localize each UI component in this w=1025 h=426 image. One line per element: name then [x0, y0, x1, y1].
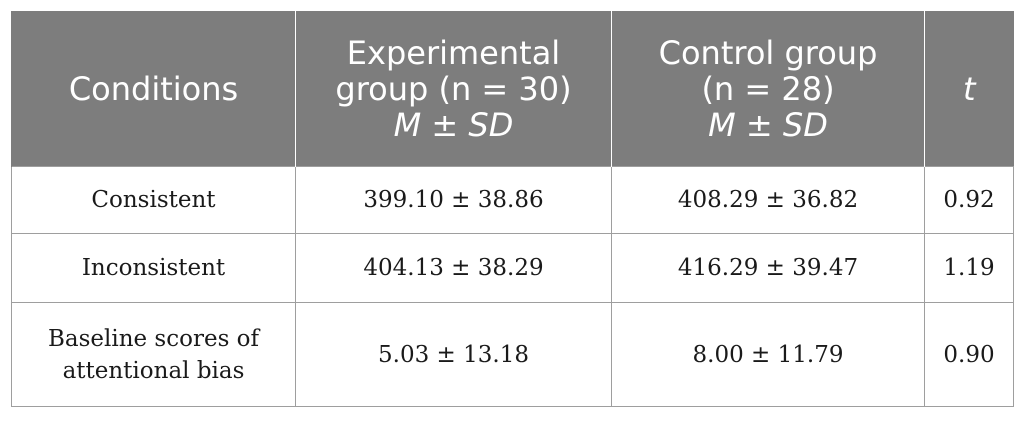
- header-control-line1: Control group: [658, 33, 878, 72]
- header-experimental-line2: group (n = 30): [335, 69, 572, 108]
- table-header: Conditions Experimental group (n = 30) M…: [11, 11, 1014, 167]
- cell-t: 0.92: [924, 166, 1014, 234]
- cell-experimental: 404.13 ± 38.29: [295, 233, 612, 303]
- results-table-container: Conditions Experimental group (n = 30) M…: [11, 11, 1014, 407]
- table-body: Consistent 399.10 ± 38.86 408.29 ± 36.82…: [11, 166, 1014, 407]
- cell-experimental: 399.10 ± 38.86: [295, 166, 612, 234]
- cell-control: 408.29 ± 36.82: [611, 166, 925, 234]
- cell-condition-line1: Baseline scores of: [47, 325, 260, 352]
- cell-condition: Baseline scores of attentional bias: [11, 302, 296, 407]
- header-control-line2: (n = 28): [701, 69, 835, 108]
- header-conditions: Conditions: [11, 11, 296, 167]
- results-table: Conditions Experimental group (n = 30) M…: [11, 11, 1014, 407]
- cell-control: 8.00 ± 11.79: [611, 302, 925, 407]
- cell-condition-line2: attentional bias: [62, 357, 245, 384]
- table-row: Inconsistent 404.13 ± 38.29 416.29 ± 39.…: [11, 233, 1014, 303]
- header-control-stat: M ± SD: [708, 105, 828, 144]
- header-t-statistic: t: [924, 11, 1014, 167]
- header-control-group: Control group (n = 28) M ± SD: [611, 11, 925, 167]
- cell-t: 1.19: [924, 233, 1014, 303]
- header-row: Conditions Experimental group (n = 30) M…: [11, 11, 1014, 167]
- header-t-label: t: [962, 69, 976, 108]
- header-experimental-group: Experimental group (n = 30) M ± SD: [295, 11, 612, 167]
- table-row: Consistent 399.10 ± 38.86 408.29 ± 36.82…: [11, 166, 1014, 234]
- cell-experimental: 5.03 ± 13.18: [295, 302, 612, 407]
- header-experimental-stat: M ± SD: [393, 105, 514, 144]
- table-row: Baseline scores of attentional bias 5.03…: [11, 302, 1014, 407]
- header-experimental-line1: Experimental: [346, 33, 561, 72]
- cell-condition: Inconsistent: [11, 233, 296, 303]
- header-conditions-label: Conditions: [68, 69, 239, 108]
- cell-control: 416.29 ± 39.47: [611, 233, 925, 303]
- cell-condition: Consistent: [11, 166, 296, 234]
- cell-t: 0.90: [924, 302, 1014, 407]
